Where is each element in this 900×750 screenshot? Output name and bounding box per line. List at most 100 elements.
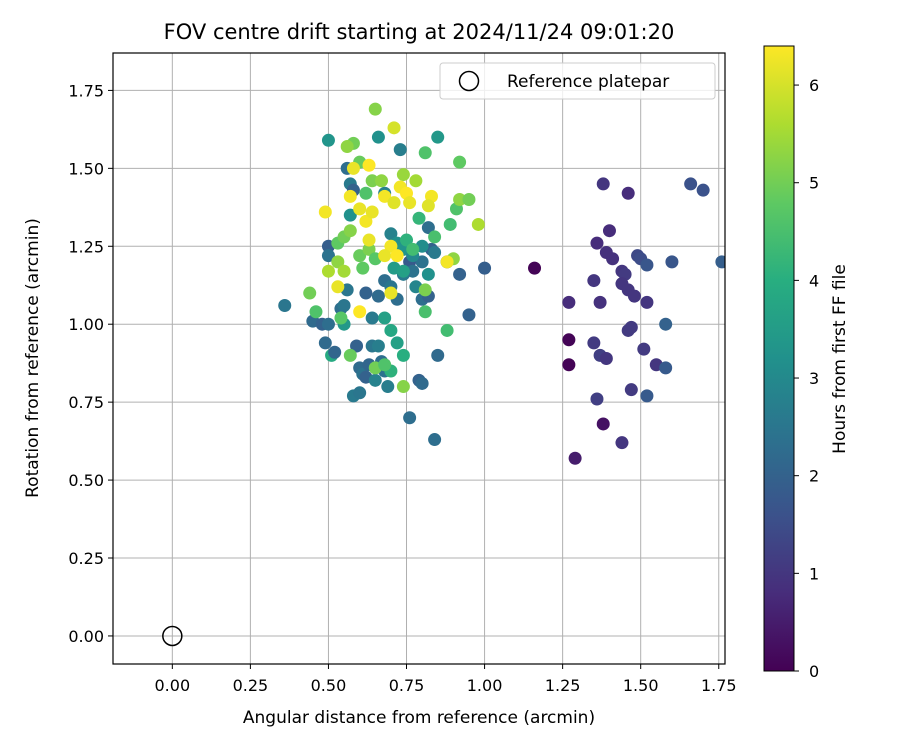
data-point [387,121,401,135]
chart-title: FOV centre drift starting at 2024/11/24 … [164,20,675,44]
data-point [365,205,379,219]
data-point [440,255,454,269]
data-point [462,193,476,207]
data-point [318,336,332,350]
data-point [418,146,432,160]
data-point [637,342,651,356]
data-point [602,224,616,238]
data-point [396,264,410,278]
data-point [621,186,635,200]
data-point [368,102,382,116]
data-point [696,183,710,197]
data-point [353,386,367,400]
data-point [343,224,357,238]
y-tick-label: 0.00 [68,627,104,646]
data-point [353,202,367,216]
data-point [343,208,357,222]
data-point [365,174,379,188]
data-point [390,336,404,350]
colorbar-ticks: 0 1 2 3 4 5 6 [794,76,819,681]
x-tick-label: 1.75 [701,676,737,695]
data-point [365,311,379,325]
data-point [406,242,420,256]
data-point [453,267,467,281]
data-point [378,249,392,263]
data-point [659,317,673,331]
data-point [587,274,601,288]
y-tick-label: 1.00 [68,315,104,334]
data-point [412,211,426,225]
data-point [353,249,367,263]
data-point [562,358,576,372]
colorbar-tick-label: 5 [809,174,819,193]
data-point [606,252,620,266]
colorbar-tick-label: 0 [809,662,819,681]
y-tick-label: 1.25 [68,237,104,256]
data-point [321,264,335,278]
data-point [321,317,335,331]
data-point [615,436,629,450]
data-point [568,451,582,465]
data-point [421,199,435,213]
data-point [384,323,398,337]
data-point [393,143,407,157]
colorbar-label: Hours from first FF file [830,264,850,454]
data-point [562,333,576,347]
x-tick-label: 1.25 [545,676,581,695]
data-point [303,286,317,300]
data-point [343,189,357,203]
colorbar-tick-label: 2 [809,467,819,486]
x-tick-label: 0.25 [233,676,269,695]
data-point [350,339,364,353]
data-point [403,196,417,210]
data-point [359,286,373,300]
legend-marker-icon [458,70,480,92]
data-point [396,348,410,362]
data-point [406,264,420,278]
data-point [409,174,423,188]
data-point [396,168,410,182]
data-point [587,336,601,350]
data-point [371,289,385,303]
data-point [340,140,354,154]
data-point [318,205,332,219]
data-point [378,358,392,372]
data-point [371,130,385,144]
x-axis: 0.00 0.25 0.50 0.75 1.00 1.25 1.50 1.75 [155,664,737,695]
colorbar-tick-label: 4 [809,271,819,290]
data-point [627,289,641,303]
data-point [590,392,604,406]
colorbar: 0 1 2 3 4 5 6 Hours from first FF file [763,45,850,681]
data-point [378,311,392,325]
legend: Reference platepar [439,62,716,100]
data-point [665,255,679,269]
data-point [331,255,345,269]
data-point [375,174,389,188]
y-tick-label: 0.50 [68,471,104,490]
data-point [328,345,342,359]
y-tick-label: 0.75 [68,393,104,412]
data-point [334,311,348,325]
data-point [453,155,467,169]
data-point [337,299,351,313]
y-tick-label: 1.75 [68,81,104,100]
data-point [321,249,335,263]
reference-platepar-marker [162,625,183,647]
data-point [362,233,376,247]
y-tick-label: 1.50 [68,159,104,178]
data-point [378,189,392,203]
data-point [356,261,370,275]
data-point [353,305,367,319]
y-axis: 0.00 0.25 0.50 0.75 1.00 1.25 1.50 1.75 [68,81,113,646]
data-point [640,295,654,309]
colorbar-tick-label: 6 [809,76,819,95]
data-point [596,177,610,191]
data-point [624,320,638,334]
scatter-points [278,102,725,465]
data-point [359,214,373,228]
colorbar-tick-label: 1 [809,564,819,583]
plot-frame [112,52,726,665]
data-point [400,233,414,247]
data-point [362,158,376,172]
